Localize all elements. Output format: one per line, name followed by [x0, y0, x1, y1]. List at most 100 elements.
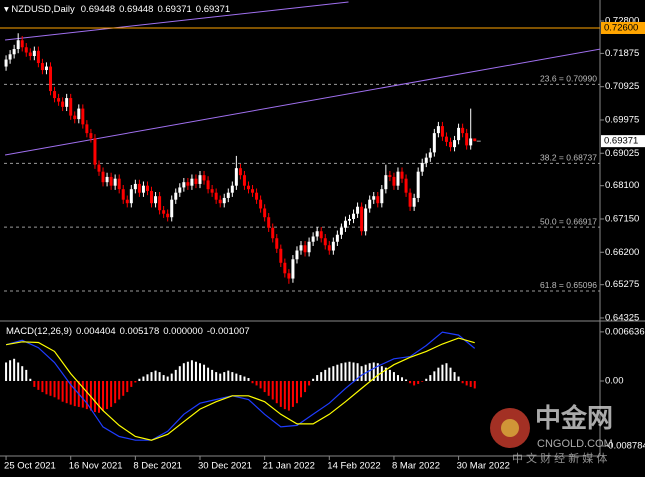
- candle-body: [121, 189, 125, 200]
- candle-body: [20, 40, 24, 48]
- histogram-bar: [251, 380, 254, 384]
- candle-body: [364, 208, 368, 232]
- histogram-bar: [21, 366, 24, 381]
- histogram-bar: [356, 363, 359, 381]
- candle-body: [65, 98, 69, 107]
- histogram-bar: [433, 371, 436, 381]
- histogram-bar: [102, 380, 105, 411]
- histogram-bar: [300, 380, 303, 398]
- histogram-bar: [409, 380, 412, 384]
- x-tick-label: 21 Jan 2022: [263, 461, 315, 472]
- histogram-bar: [223, 372, 226, 381]
- candle-body: [440, 126, 444, 137]
- candle-body: [109, 176, 113, 186]
- histogram-bar: [13, 358, 16, 381]
- histogram-bar: [158, 372, 161, 381]
- histogram-bar: [352, 362, 355, 381]
- histogram-bar: [360, 366, 363, 381]
- histogram-bar: [376, 363, 379, 381]
- histogram-bar: [275, 380, 278, 404]
- candle-body: [408, 192, 412, 207]
- high-value: 0.69448: [119, 4, 153, 15]
- histogram-bar: [465, 380, 468, 386]
- histogram-bar: [453, 372, 456, 381]
- fib-label: 61.8 = 0.65096: [540, 280, 597, 290]
- candle-body: [444, 136, 448, 142]
- candle-body: [388, 175, 392, 177]
- macd-header: MACD(12,26,9) 0.004404 0.005178 0.000000 -0.…: [6, 326, 250, 337]
- candle-body: [376, 196, 380, 204]
- histogram-bar: [110, 380, 113, 407]
- macd-buffer-value: 0.000000: [163, 326, 203, 337]
- candle-body: [174, 192, 178, 200]
- candle-body: [105, 176, 109, 183]
- histogram-bar: [166, 376, 169, 381]
- candle-body: [315, 231, 319, 237]
- histogram-bar: [114, 380, 117, 404]
- y-tick-label: 0.006636: [605, 326, 645, 337]
- histogram-bar: [469, 380, 472, 387]
- histogram-bar: [134, 380, 137, 383]
- y-tick-label: 0.67150: [605, 213, 639, 224]
- histogram-bar: [29, 378, 32, 381]
- histogram-bar: [126, 380, 129, 393]
- y-tick-label: 0.66200: [605, 247, 639, 258]
- candle-body: [16, 40, 20, 50]
- histogram-bar: [215, 372, 218, 381]
- candle-body: [412, 197, 416, 207]
- histogram-bar: [186, 361, 189, 381]
- candle-body: [190, 178, 194, 186]
- candle-body: [93, 138, 97, 165]
- histogram-bar: [267, 380, 270, 396]
- histogram-bar: [247, 378, 250, 381]
- y-tick-label: 0.71875: [605, 48, 639, 59]
- current-price-box: [601, 135, 645, 148]
- histogram-bar: [146, 374, 149, 381]
- candle-body: [331, 241, 335, 251]
- candle-body: [428, 152, 432, 158]
- candle-body: [307, 241, 311, 253]
- candle-body: [360, 206, 364, 232]
- candle-body: [259, 199, 263, 209]
- histogram-bar: [328, 367, 331, 381]
- fib-label: 50.0 = 0.66917: [540, 216, 597, 226]
- histogram-bar: [182, 363, 185, 381]
- candle-body: [101, 171, 105, 183]
- candle-body: [210, 189, 214, 193]
- histogram-bar: [227, 370, 230, 381]
- candle-body: [32, 50, 36, 57]
- watermark-slogan: 中 文 财 经 新 媒 体: [512, 451, 607, 465]
- candle-body: [295, 250, 299, 260]
- candle-body: [311, 236, 315, 242]
- histogram-bar: [449, 367, 452, 381]
- hline-label: 0.72600: [604, 23, 638, 34]
- histogram-bar: [372, 362, 375, 381]
- macd-blue-value: 0.004404: [76, 326, 116, 337]
- histogram-bar: [243, 376, 246, 381]
- histogram-bar: [312, 378, 315, 381]
- candle-body: [352, 213, 356, 219]
- histogram-bar: [211, 369, 214, 381]
- histogram-bar: [219, 373, 222, 381]
- candle-body: [234, 168, 238, 186]
- watermark: 中金网 CNGOLD.COM 中 文 财 经 新 媒 体: [490, 403, 613, 465]
- candle-body: [178, 187, 182, 193]
- candle-body: [150, 190, 154, 204]
- candle-body: [469, 138, 473, 146]
- macd-line: [5, 331, 476, 441]
- histogram-bar: [25, 369, 28, 381]
- macd-line: [5, 337, 475, 441]
- candle-body: [186, 182, 190, 186]
- current-price-label: 0.69371: [604, 136, 638, 147]
- candle-body: [206, 180, 210, 190]
- fib-label: 23.6 = 0.70990: [540, 74, 597, 84]
- histogram-bar: [118, 380, 121, 400]
- histogram-bar: [199, 363, 201, 381]
- open-value: 0.69448: [81, 4, 115, 15]
- histogram-bar: [41, 380, 44, 393]
- candle-body: [141, 185, 145, 193]
- histogram-bar: [287, 380, 290, 411]
- candle-body: [319, 231, 323, 239]
- x-tick-label: 16 Nov 2021: [69, 461, 123, 472]
- candle-body: [117, 178, 121, 190]
